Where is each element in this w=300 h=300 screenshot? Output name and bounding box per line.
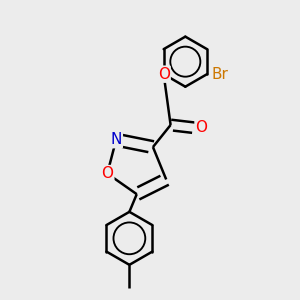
Text: Br: Br <box>212 67 229 82</box>
Text: O: O <box>101 166 113 181</box>
Text: O: O <box>158 67 170 82</box>
Text: N: N <box>110 132 122 147</box>
Text: O: O <box>196 120 208 135</box>
